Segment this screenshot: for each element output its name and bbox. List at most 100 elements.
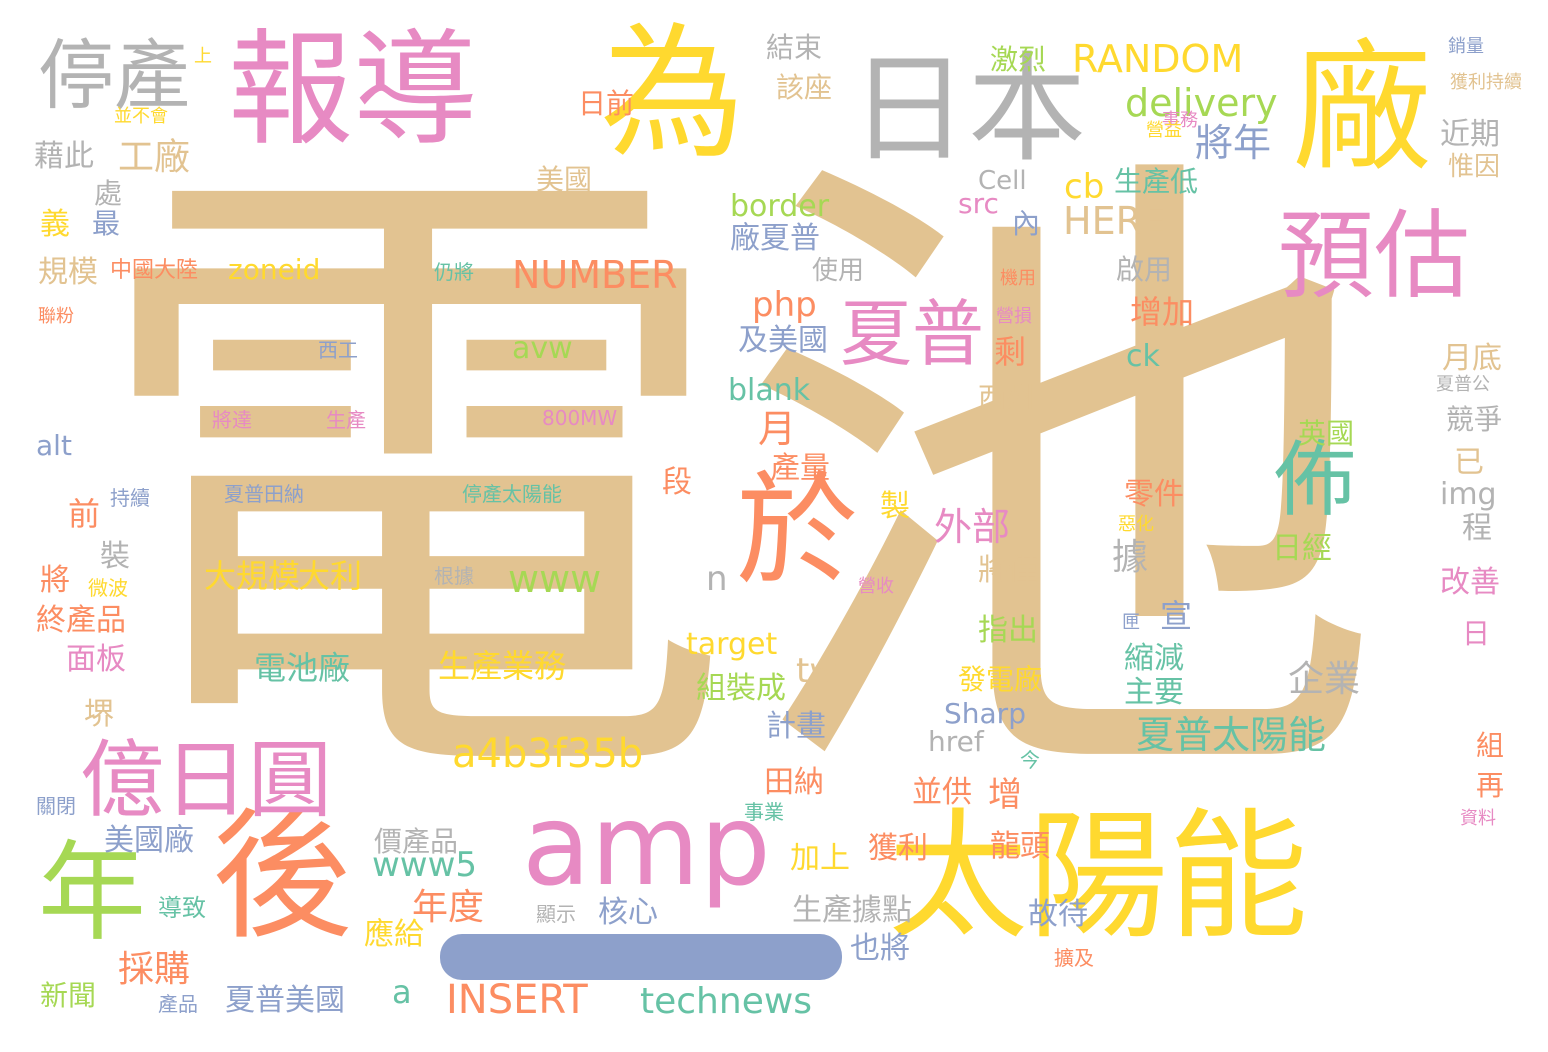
word-99: 及美國 xyxy=(738,323,828,358)
word-107: 惡化 xyxy=(1118,514,1154,535)
word-113: 匣 xyxy=(1122,612,1140,633)
word-137: 近期 xyxy=(1440,117,1500,152)
word-73: 加上 xyxy=(790,841,850,876)
word-83: 組裝成 xyxy=(696,671,786,706)
word-14: 佈 xyxy=(1274,433,1357,528)
word-32: 聯粉 xyxy=(38,306,74,327)
word-47: 終產品 xyxy=(36,603,126,638)
word-35: 將達 xyxy=(212,408,252,432)
word-110: 宣 xyxy=(1160,597,1193,635)
word-48: 面板 xyxy=(66,642,126,677)
word-97: 廠夏普 xyxy=(730,221,820,256)
word-34: 生產 xyxy=(326,408,366,432)
word-27: 最 xyxy=(92,207,121,240)
word-7: 太陽能 xyxy=(888,796,1309,959)
word-28: 規模 xyxy=(38,255,98,290)
word-51: 新聞 xyxy=(40,979,97,1012)
word-45: 將 xyxy=(40,563,70,598)
word-81: 田納 xyxy=(764,765,824,800)
word-29: 中國大陸 xyxy=(110,258,199,283)
word-76: 也將 xyxy=(850,931,910,966)
word-1: 報導 xyxy=(228,18,478,163)
word-17: 將年 xyxy=(1195,121,1272,165)
word-36: 800MW xyxy=(542,406,618,430)
word-139: 夏普公 xyxy=(1436,374,1490,395)
word-95: 美國 xyxy=(536,163,593,196)
word-67: technews xyxy=(640,981,813,1022)
word-11: 億日圓 xyxy=(80,731,333,829)
word-53: 產品 xyxy=(158,992,198,1016)
word-56: 夏普美國 xyxy=(225,983,345,1018)
word-141: 競爭 xyxy=(1446,403,1503,436)
word-9: 年 xyxy=(38,831,147,956)
word-10: amp xyxy=(522,781,771,911)
word-19: HERE xyxy=(1063,199,1166,243)
word-96: border xyxy=(730,189,830,224)
word-50: 關閉 xyxy=(36,794,76,818)
word-39: alt xyxy=(36,429,72,462)
word-117: 指出 xyxy=(978,613,1038,648)
word-40: 持續 xyxy=(110,486,150,510)
word-61: 根據 xyxy=(434,564,474,588)
word-125: 上 xyxy=(194,46,212,67)
word-58: 大利 xyxy=(298,557,363,595)
word-62: www xyxy=(508,557,602,601)
word-26: 義 xyxy=(40,207,70,242)
word-75: 生產據點 xyxy=(792,893,912,928)
word-128: 營益 xyxy=(1146,120,1182,141)
word-136: 獲利持續 xyxy=(1450,72,1522,93)
word-18: cb xyxy=(1064,167,1105,207)
word-2: 為 xyxy=(600,10,745,179)
word-104: ck xyxy=(1126,339,1160,374)
word-65: 年度 xyxy=(412,887,485,928)
word-21: NUMBER xyxy=(512,253,678,297)
word-87: 月 xyxy=(758,407,797,451)
word-5: 停產 xyxy=(38,31,190,120)
word-144: 程 xyxy=(1462,511,1492,546)
word-49: 堺 xyxy=(84,697,114,732)
word-126: 並不會 xyxy=(114,106,168,127)
word-85: target xyxy=(686,627,778,662)
word-74: 獲利 xyxy=(868,831,928,866)
word-92: 結束 xyxy=(766,31,823,64)
word-90: 段 xyxy=(662,465,692,500)
word-132: 機用 xyxy=(1000,268,1036,289)
word-114: 企業 xyxy=(1288,659,1361,700)
word-111: 縮減 xyxy=(1124,641,1184,676)
word-84: tw xyxy=(796,651,838,691)
word-138: 惟因 xyxy=(1448,152,1501,182)
word-24: 藉此 xyxy=(34,139,94,174)
word-80: 增 xyxy=(988,775,1022,815)
word-105: 英國 xyxy=(1298,417,1355,450)
word-64: www5 xyxy=(372,845,478,885)
word-42: 停產太陽能 xyxy=(462,482,562,506)
word-12: 於 xyxy=(736,460,858,602)
word-127: 事務 xyxy=(1162,110,1198,131)
word-52: 導致 xyxy=(158,894,206,922)
word-98: 使用 xyxy=(812,256,865,286)
word-140: 月底 xyxy=(1442,341,1502,376)
word-66: INSERT xyxy=(446,977,588,1023)
word-78: 龍頭 xyxy=(990,829,1050,864)
word-0: 電池 xyxy=(85,107,1385,863)
word-23: 工廠 xyxy=(118,137,191,178)
word-86: n xyxy=(706,559,728,599)
word-4: 廠 xyxy=(1292,28,1433,191)
word-77: 故待 xyxy=(1028,897,1088,932)
word-115: 夏普太陽能 xyxy=(1136,713,1327,757)
word-69: 應給 xyxy=(364,917,424,952)
word-57: 大規模 xyxy=(204,557,301,595)
word-16: delivery xyxy=(1125,81,1278,125)
word-109: 據 xyxy=(1112,537,1149,578)
word-101: 西州 xyxy=(978,381,1035,414)
word-106: 零件 xyxy=(1124,477,1184,512)
word-46: 微波 xyxy=(88,576,128,600)
word-59: 電池廠 xyxy=(254,649,351,687)
word-79: 並供 xyxy=(912,775,972,810)
word-15: RANDOM xyxy=(1072,37,1244,81)
word-148: 再 xyxy=(1476,769,1505,802)
word-33: 西工 xyxy=(318,338,358,362)
word-43: 前 xyxy=(68,495,101,533)
word-121: 今 xyxy=(1020,748,1040,772)
word-82: 計畫 xyxy=(766,709,826,744)
